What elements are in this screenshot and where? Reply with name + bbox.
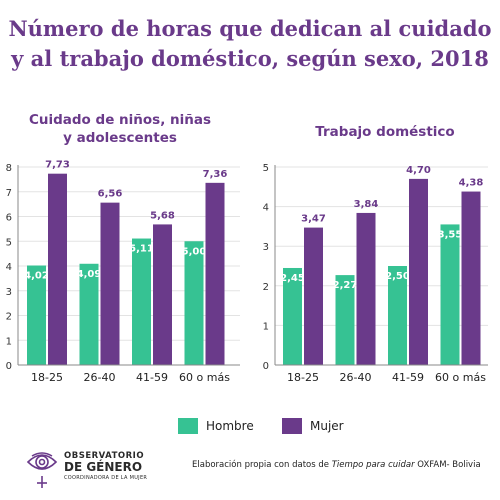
- chart2-bar-hombre: [388, 266, 407, 365]
- legend-mujer-swatch: [282, 418, 302, 434]
- logo-line1: OBSERVATORIO: [64, 451, 145, 461]
- chart1-data-label-hombre: 5,11: [129, 244, 154, 255]
- observatorio-logo-icon: [26, 452, 58, 488]
- page-title-line1: Número de horas que dedican al cuidado: [8, 16, 492, 41]
- chart1-y-tick-label: 2: [6, 312, 12, 323]
- chart2-y-tick-label: 0: [263, 361, 269, 372]
- chart1-data-label-hombre: 4,02: [24, 271, 49, 282]
- chart2-bar-hombre: [440, 224, 460, 365]
- chart2-data-label-mujer: 3,47: [301, 214, 326, 225]
- chart1-bar-hombre: [184, 241, 204, 365]
- chart2-bar-mujer: [304, 227, 323, 365]
- source-prefix: Elaboración propia con datos de: [192, 460, 332, 470]
- chart1-x-tick-label: 41-59: [136, 371, 168, 384]
- chart1-bar-mujer: [48, 173, 67, 365]
- chart2-title-line1: Trabajo doméstico: [315, 124, 454, 140]
- chart1-y-tick-label: 6: [6, 213, 12, 224]
- chart2-data-label-mujer: 4,70: [406, 165, 431, 176]
- legend-hombre-swatch: [178, 418, 198, 434]
- chart2-y-tick-label: 4: [263, 203, 269, 214]
- logo-line3: COORDINADORA DE LA MUJER: [64, 475, 148, 481]
- chart1-y-tick-label: 8: [6, 163, 12, 174]
- chart1-title-line2: y adolescentes: [63, 130, 177, 146]
- logo-line2: DE GÉNERO: [64, 460, 143, 474]
- page-title: Número de horas que dedican al cuidado y…: [0, 14, 500, 74]
- chart1-data-label-hombre: 5,00: [182, 246, 207, 257]
- chart2-x-tick-label: 18-25: [287, 371, 319, 384]
- chart1-y-tick-label: 3: [6, 287, 12, 298]
- chart1-bar-mujer: [205, 182, 225, 365]
- chart2-x-tick-label: 41-59: [392, 371, 424, 384]
- source-suffix: OXFAM- Bolivia: [414, 460, 481, 470]
- chart1-y-tick-label: 1: [6, 336, 12, 347]
- chart1-title-line1: Cuidado de niños, niñas: [29, 112, 211, 128]
- chart2-bar-mujer: [461, 191, 481, 365]
- chart1-data-label-mujer: 7,36: [203, 169, 228, 180]
- chart2-y-tick-label: 2: [263, 282, 269, 293]
- chart1-y-tick-label: 4: [6, 262, 12, 273]
- page-title-line2: y al trabajo doméstico, según sexo, 2018: [11, 46, 489, 71]
- chart2-data-label-hombre: 2,45: [280, 273, 305, 284]
- chart2-data-label-mujer: 3,84: [354, 199, 379, 210]
- legend-hombre: Hombre: [178, 416, 254, 436]
- chart2-bar-hombre: [283, 267, 302, 365]
- chart1-bar-mujer: [153, 224, 172, 365]
- chart2-y-tick-label: 1: [263, 321, 269, 332]
- source-italic: Tiempo para cuidar: [331, 460, 415, 470]
- chart2-data-label-hombre: 3,55: [438, 229, 463, 240]
- chart1-y-tick-label: 7: [6, 188, 12, 199]
- chart1-x-tick-label: 18-25: [31, 371, 63, 384]
- chart2-y-tick-label: 3: [263, 242, 269, 253]
- chart2-y-tick-label: 5: [263, 163, 269, 174]
- chart2-x-tick-label: 60 o más: [435, 371, 486, 384]
- chart2-bar-mujer: [356, 212, 376, 365]
- chart2-bar-mujer: [409, 178, 428, 365]
- chart1-x-tick-label: 60 o más: [179, 371, 230, 384]
- chart1-bar-mujer: [100, 202, 120, 365]
- source-note: Elaboración propia con datos de Tiempo p…: [192, 460, 481, 470]
- chart1-y-tick-label: 0: [6, 361, 12, 372]
- chart1-y-tick-label: 5: [6, 237, 12, 248]
- chart2-x-tick-label: 26-40: [340, 371, 372, 384]
- chart1-x-tick-label: 26-40: [84, 371, 116, 384]
- chart2-bar-hombre: [335, 275, 355, 365]
- chart1-data-label-hombre: 4,09: [77, 269, 102, 280]
- chart1-data-label-mujer: 6,56: [98, 189, 123, 200]
- chart1-data-label-mujer: 5,68: [150, 210, 175, 221]
- chart1-bar-hombre: [132, 238, 151, 365]
- chart2-data-label-mujer: 4,38: [459, 178, 484, 189]
- chart1-data-label-mujer: 7,73: [45, 160, 70, 171]
- chart2-data-label-hombre: 2,50: [385, 271, 410, 282]
- legend-hombre-label: Hombre: [206, 419, 254, 433]
- chart1-bar-hombre: [27, 265, 46, 365]
- legend-mujer-label: Mujer: [310, 419, 344, 433]
- legend-mujer: Mujer: [282, 416, 344, 436]
- chart2-data-label-hombre: 2,27: [333, 280, 358, 291]
- chart1-bar-hombre: [79, 263, 99, 365]
